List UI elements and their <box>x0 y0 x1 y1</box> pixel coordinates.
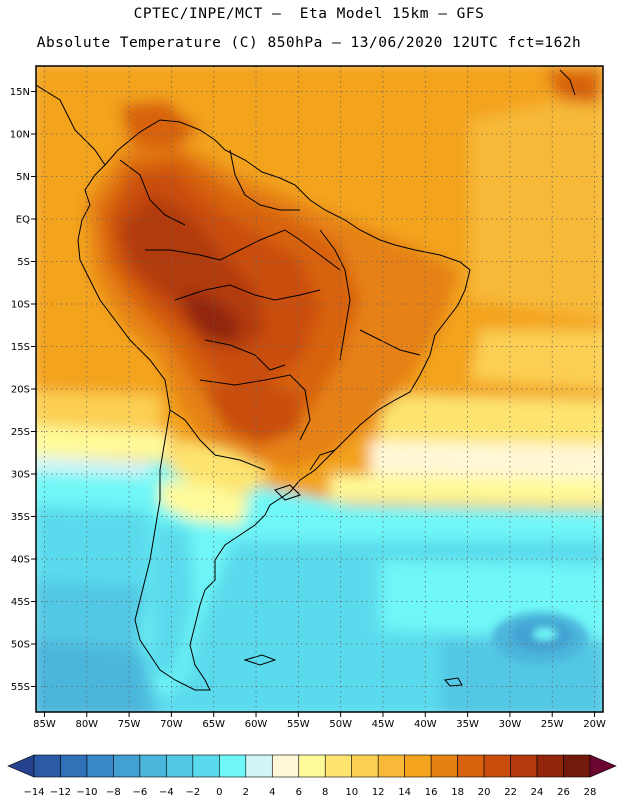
colorbar-label: 20 <box>478 787 491 798</box>
colorbar-label: 12 <box>372 787 385 798</box>
colorbar-label: 10 <box>345 787 358 798</box>
lat-label: 20S <box>11 385 30 396</box>
lon-label: 45W <box>372 719 395 730</box>
lon-label: 80W <box>75 719 98 730</box>
colorbar-bin <box>271 754 300 778</box>
colorbar-bin <box>457 754 485 778</box>
lon-label: 40W <box>414 719 437 730</box>
lat-label: 45S <box>11 597 30 608</box>
colorbar-bin <box>113 754 141 778</box>
colorbar-label: 22 <box>504 787 517 798</box>
colorbar-bin <box>536 754 564 778</box>
colorbar-label: 14 <box>398 787 411 798</box>
title-line-2: Absolute Temperature (C) 850hPa – 13/06/… <box>36 35 582 51</box>
lat-label: 40S <box>11 555 30 566</box>
colorbar-label: 24 <box>531 787 544 798</box>
colorbar-label: −10 <box>76 787 97 798</box>
colorbar-bin <box>60 754 88 778</box>
colorbar-bin <box>324 754 353 778</box>
colorbar-bin <box>86 754 114 778</box>
colorbar-label: 16 <box>425 787 438 798</box>
lon-label: 55W <box>287 719 310 730</box>
colorbar-label: −8 <box>106 787 121 798</box>
colorbar-label: 4 <box>269 787 275 798</box>
colorbar-bin <box>33 754 61 778</box>
colorbar-labels: −14 −12 −10 −8 −6 −4 −2 0 2 4 6 8 10 12 14 16 18 20 22 24 26… <box>23 787 596 798</box>
lon-label: 50W <box>329 719 352 730</box>
temperature-field <box>36 66 603 712</box>
colorbar-label: 28 <box>584 787 597 798</box>
lon-label: 60W <box>245 719 268 730</box>
lat-label: 15S <box>11 342 30 353</box>
colorbar-bin <box>166 754 194 778</box>
longitude-labels: 85W 80W 75W 70W 65W 60W 55W 50W 45W 40W 35W 30W 25W 2… <box>33 712 606 730</box>
lat-label: 50S <box>11 640 30 651</box>
lon-label: 70W <box>160 719 183 730</box>
coastlines <box>36 69 576 691</box>
lon-label: 20W <box>583 719 606 730</box>
lat-label: 10S <box>11 300 30 311</box>
colorbar-label: 0 <box>216 787 222 798</box>
lon-label: 85W <box>33 719 56 730</box>
colorbar-bin <box>351 754 379 778</box>
colorbar-label: 2 <box>243 787 249 798</box>
colorbar-label: −2 <box>185 787 200 798</box>
colorbar-bin <box>245 754 273 778</box>
lat-label: 30S <box>11 470 30 481</box>
colorbar-label: 18 <box>451 787 464 798</box>
colorbar-bin <box>483 754 511 778</box>
colorbar-high-arrow <box>589 754 617 778</box>
cyclone-cold-core <box>492 612 588 664</box>
title-line-1: CPTEC/INPE/MCT – Eta Model 15km – GFS <box>133 6 485 22</box>
lat-label: EQ <box>16 215 30 226</box>
colorbar-label: −14 <box>23 787 44 798</box>
lat-label: 35S <box>11 512 30 523</box>
colorbar-bin <box>563 754 591 778</box>
latitude-labels: 15N 10N 5N EQ 5S 10S 15S 20S 25S 30S 35S 40S 45S 50S 5… <box>10 87 36 693</box>
lon-label: 25W <box>541 719 564 730</box>
colorbar-label: −12 <box>50 787 71 798</box>
lon-label: 75W <box>118 719 141 730</box>
colorbar-label: 8 <box>322 787 328 798</box>
lon-label: 65W <box>202 719 225 730</box>
lat-label: 10N <box>10 130 30 141</box>
colorbar-bin <box>219 754 247 778</box>
colorbar <box>7 754 617 778</box>
colorbar-label: −4 <box>159 787 174 798</box>
colorbar-low-arrow <box>7 754 35 778</box>
lat-label: 5N <box>16 172 30 183</box>
colorbar-label: −6 <box>133 787 148 798</box>
lon-label: 30W <box>499 719 522 730</box>
lat-label: 55S <box>11 682 30 693</box>
colorbar-label: 26 <box>557 787 570 798</box>
lon-label: 35W <box>456 719 479 730</box>
colorbar-bin <box>139 754 167 778</box>
colorbar-bin <box>404 754 432 778</box>
colorbar-bin <box>377 754 405 778</box>
colorbar-label: 6 <box>296 787 302 798</box>
lat-label: 15N <box>10 87 30 98</box>
lat-label: 5S <box>17 257 30 268</box>
lat-label: 25S <box>11 427 30 438</box>
colorbar-bin <box>298 754 326 778</box>
colorbar-bin <box>510 754 538 778</box>
colorbar-bin <box>430 754 458 778</box>
colorbar-bin <box>192 754 220 778</box>
